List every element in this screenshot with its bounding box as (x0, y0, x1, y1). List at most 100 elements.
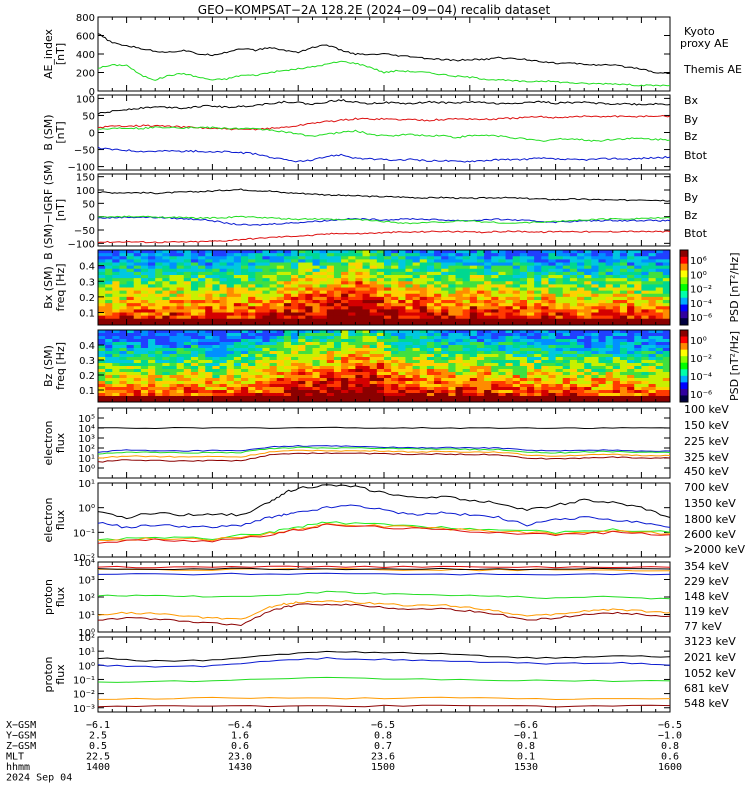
y-tick-label: 100 (76, 94, 95, 105)
heatmap-cell (455, 293, 464, 298)
heatmap-cell (248, 321, 256, 326)
heatmap-cell (333, 396, 342, 400)
heatmap-cell (512, 309, 521, 313)
heatmap-cell (326, 333, 335, 337)
heatmap-cell (498, 262, 507, 267)
heatmap-cell (648, 387, 657, 391)
heatmap-cell (469, 253, 478, 257)
heatmap-cell (527, 354, 535, 358)
heatmap-cell (298, 393, 306, 397)
heatmap-cell (162, 321, 170, 326)
heatmap-cell (198, 278, 206, 282)
heatmap-cell (441, 293, 449, 298)
heatmap-cell (434, 271, 442, 276)
heatmap-cell (376, 333, 385, 337)
heatmap-cell (305, 366, 313, 370)
heatmap-cell (398, 360, 406, 364)
heatmap-cell (598, 268, 607, 273)
heatmap-cell (662, 268, 671, 273)
heatmap-cell (176, 351, 185, 355)
heatmap-cell (627, 384, 635, 388)
heatmap-cell (476, 342, 485, 346)
heatmap-cell (333, 357, 342, 361)
heatmap-cell (419, 250, 428, 254)
heatmap-cell (505, 333, 514, 337)
heatmap-cell (269, 268, 278, 273)
heatmap-cell (491, 306, 499, 310)
heatmap-cell (362, 312, 371, 317)
heatmap-cell (283, 315, 292, 320)
heatmap-cell (462, 387, 471, 391)
heatmap-cell (519, 342, 528, 346)
heatmap-cell (362, 259, 371, 263)
heatmap-cell (183, 321, 192, 326)
heatmap-cell (548, 351, 557, 355)
series-229-kev (97, 568, 671, 572)
heatmap-cell (505, 393, 514, 397)
heatmap-cell (305, 330, 313, 334)
heatmap-cell (512, 363, 521, 367)
heatmap-cell (219, 354, 228, 358)
heatmap-cell (269, 360, 278, 364)
heatmap-cell (291, 321, 299, 326)
heatmap-cell (348, 345, 356, 349)
heatmap-cell (212, 333, 221, 337)
heatmap-cell (655, 336, 664, 340)
ephemeris-value: 22.5 (86, 752, 110, 763)
heatmap-cell (155, 256, 163, 260)
heatmap-cell (291, 378, 299, 382)
heatmap-cell (412, 348, 421, 352)
heatmap-cell (355, 390, 364, 394)
heatmap-cell (469, 296, 478, 301)
heatmap-cell (491, 333, 499, 337)
heatmap-cell (190, 271, 199, 276)
heatmap-cell (384, 312, 392, 317)
heatmap-cell (426, 363, 435, 367)
heatmap-cell (384, 287, 392, 292)
heatmap-cell (441, 351, 449, 355)
heatmap-cell (627, 363, 635, 367)
heatmap-cell (190, 390, 199, 394)
heatmap-cell (476, 378, 485, 382)
heatmap-cell (162, 287, 170, 292)
heatmap-cell (634, 360, 642, 364)
heatmap-cell (648, 330, 657, 334)
heatmap-cell (534, 271, 542, 276)
heatmap-cell (190, 342, 199, 346)
p_low-ylabel: proton (42, 579, 55, 615)
heatmap-cell (605, 309, 614, 313)
heatmap-cell (291, 306, 299, 310)
heatmap-cell (527, 262, 535, 267)
heatmap-cell (534, 330, 542, 334)
heatmap-cell (162, 366, 170, 370)
heatmap-cell (305, 300, 313, 304)
heatmap-cell (126, 278, 135, 282)
heatmap-cell (276, 262, 285, 267)
heatmap-cell (505, 290, 514, 295)
heatmap-cell (362, 372, 371, 376)
heatmap-cell (641, 296, 650, 301)
heatmap-cell (312, 363, 321, 367)
heatmap-cell (391, 303, 399, 307)
heatmap-cell (641, 321, 650, 326)
heatmap-cell (183, 265, 192, 270)
heatmap-cell (369, 259, 378, 263)
heatmap-cell (283, 375, 292, 379)
heatmap-cell (241, 330, 249, 334)
heatmap-cell (541, 259, 549, 263)
heatmap-cell (298, 303, 306, 307)
heatmap-cell (512, 387, 521, 391)
heatmap-cell (419, 396, 428, 400)
heatmap-cell (341, 271, 349, 276)
heatmap-cell (384, 315, 392, 320)
heatmap-cell (505, 351, 514, 355)
heatmap-cell (448, 396, 456, 400)
heatmap-cell (648, 333, 657, 337)
heatmap-cell (319, 381, 328, 385)
heatmap-cell (426, 278, 435, 282)
heatmap-cell (619, 259, 628, 263)
heatmap-cell (441, 360, 449, 364)
heatmap-cell (384, 339, 392, 343)
series-1052-kev (97, 676, 671, 683)
heatmap-cell (655, 339, 664, 343)
